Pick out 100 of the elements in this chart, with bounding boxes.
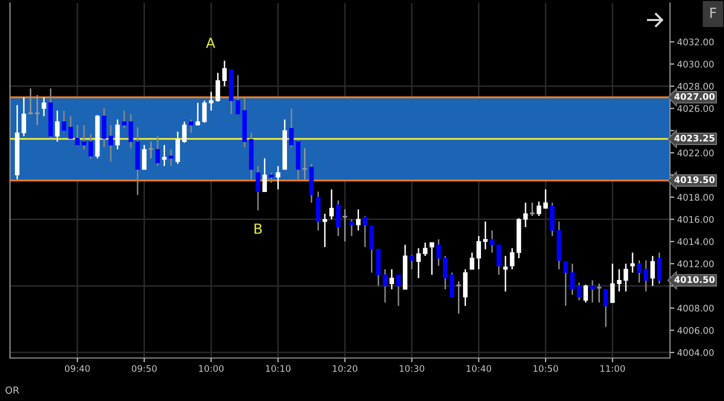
x-tick-label: 09:40 [64, 365, 90, 372]
candlestick [75, 124, 80, 147]
x-tick-label: 09:50 [132, 365, 157, 372]
candlestick [596, 282, 602, 304]
candlestick [436, 238, 441, 267]
y-tick-label: 4008.00 [677, 304, 714, 312]
candlestick [490, 230, 494, 254]
annotation: 4010.50 [674, 276, 715, 283]
x-tick-label: 10:10 [266, 365, 290, 372]
y-tick-label: 4022.00 [677, 149, 714, 156]
candlestick [422, 242, 428, 257]
candlestick [396, 274, 401, 307]
candlestick [148, 140, 154, 160]
candlestick [630, 252, 635, 274]
candlestick [216, 72, 220, 102]
candlestick [523, 202, 528, 228]
candlestick [442, 255, 448, 290]
candlestick [563, 260, 568, 307]
x-tick-label: 10:00 [199, 365, 224, 372]
y-tick-label: 4012.00 [677, 260, 714, 268]
candlestick [34, 94, 40, 126]
candlestick [382, 268, 388, 304]
candlestick [269, 172, 274, 184]
candlestick [510, 247, 514, 270]
candlestick [624, 263, 628, 292]
candlestick [483, 220, 488, 250]
candlestick [262, 158, 267, 192]
candlestick [604, 288, 608, 328]
y-tick-label: 4030.00 [677, 60, 714, 68]
candlestick [496, 244, 502, 276]
candlestick [115, 118, 120, 150]
candlestick [570, 263, 575, 296]
candlestick [302, 148, 308, 180]
candlestick [410, 254, 414, 270]
candlestick [188, 118, 194, 134]
x-tick-label: 10:20 [332, 365, 358, 372]
x-tick-label: 11:00 [600, 365, 625, 372]
y-tick-label: 4004.00 [677, 349, 714, 356]
candlestick [55, 110, 60, 142]
candlestick [657, 252, 662, 284]
candlestick [456, 280, 461, 314]
ref-line-label: 4019.50 [674, 176, 715, 184]
candlestick [142, 144, 147, 170]
candlestick [610, 263, 615, 304]
candlestick [342, 208, 348, 242]
candlestick [196, 102, 200, 126]
y-tick-label: 4006.00 [677, 326, 714, 334]
text: OR [6, 386, 20, 394]
candlestick [182, 121, 187, 144]
candlestick [289, 108, 294, 148]
candlestick [155, 135, 160, 167]
candlestick [476, 235, 481, 270]
candlestick [28, 88, 33, 115]
candlestick [470, 252, 474, 270]
candlestick [108, 124, 114, 162]
text: F [710, 8, 716, 18]
x-tick-label: 10:50 [534, 365, 558, 372]
candlestick [637, 260, 642, 284]
candlestick [389, 268, 394, 290]
candlestick [88, 133, 94, 160]
candlestick [256, 165, 260, 212]
candlestick [62, 110, 66, 132]
candlestick [168, 148, 174, 167]
candlestick [536, 200, 542, 217]
candlestick [322, 213, 328, 248]
candlestick [82, 124, 86, 150]
y-tick-label: 4032.00 [677, 38, 714, 46]
candlestick [650, 255, 655, 287]
candlestick [590, 280, 595, 304]
candlestick [530, 202, 534, 217]
annotation: A [206, 38, 216, 48]
candlestick [349, 218, 354, 237]
candlestick [362, 215, 368, 248]
y-tick-label: 4026.00 [677, 105, 714, 112]
candlestick [222, 60, 227, 87]
candlestick [128, 113, 134, 150]
candlestick [202, 100, 207, 124]
candlestick [503, 255, 508, 292]
candlestick [450, 272, 454, 298]
candlestick [68, 115, 73, 140]
y-tick-label: 4016.00 [677, 216, 714, 223]
candlestick [329, 188, 334, 220]
candlestick [543, 188, 548, 209]
candlestick [644, 260, 648, 292]
y-tick-label: 4014.00 [677, 238, 714, 246]
y-tick-label: 4028.00 [677, 82, 714, 90]
x-tick-label: 10:30 [400, 365, 424, 372]
candlestick [356, 208, 361, 232]
candlestick [42, 96, 46, 117]
candlestick [336, 200, 341, 237]
candlestick [22, 96, 26, 137]
candlestick [583, 284, 588, 304]
annotation: B [254, 224, 262, 234]
candlestick [122, 110, 126, 130]
candlestick [416, 247, 421, 279]
candlestick [162, 144, 167, 167]
candlestick [276, 165, 280, 190]
ref-line-label: 4023.25 [674, 134, 714, 142]
ref-line-label: 4027.00 [674, 93, 715, 100]
x-tick-label: 10:40 [466, 365, 492, 372]
